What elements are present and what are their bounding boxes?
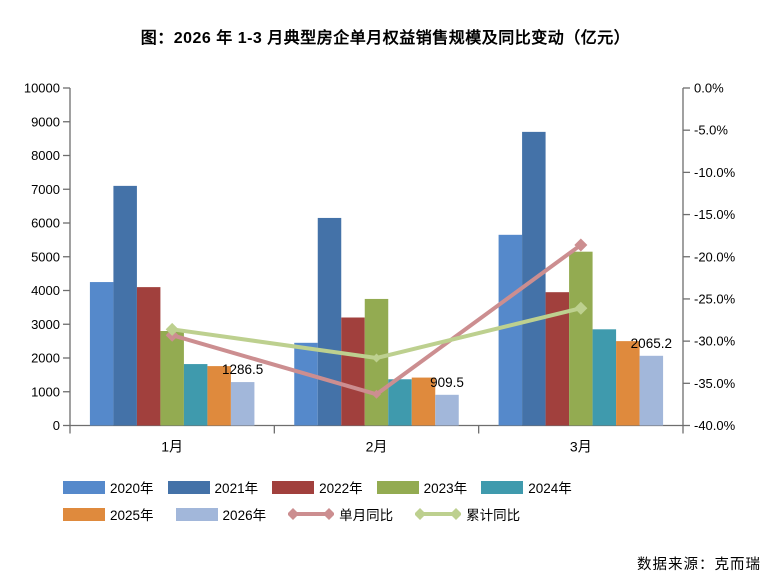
legend-swatch [63, 480, 105, 494]
bar-data-label: 909.5 [430, 375, 464, 390]
bar-2026年-1月 [230, 382, 255, 426]
right-axis-tick-label: -15.0% [694, 207, 736, 222]
legend-row-1: 2020年 2021年 2022年 2023年 2024年 [63, 477, 572, 497]
legend-swatch [376, 480, 419, 494]
legend-swatch [63, 507, 105, 521]
legend-line-symbol [415, 508, 462, 520]
x-axis-category-label: 1月 [161, 439, 183, 455]
legend-label: 2026年 [222, 508, 267, 523]
legend-label: 2021年 [214, 481, 259, 496]
legend-label: 2022年 [319, 481, 363, 496]
x-axis-category-label: 3月 [570, 439, 592, 455]
line-marker-累计同比 [165, 322, 179, 336]
legend-swatch [175, 507, 218, 521]
left-axis-tick-label: 1000 [31, 384, 60, 399]
legend-swatch [167, 480, 210, 494]
legend-item-2026年: 2026年 [175, 504, 267, 524]
legend-label: 单月同比 [339, 508, 394, 523]
left-axis-tick-label: 10000 [24, 81, 60, 96]
bar-data-label: 1286.5 [222, 362, 263, 377]
right-axis-tick-label: -35.0% [694, 376, 736, 391]
left-axis-tick-label: 9000 [31, 114, 60, 129]
legend-label: 2024年 [528, 481, 572, 496]
line-marker-累计同比 [574, 301, 588, 315]
bar-2022年-3月 [545, 292, 570, 426]
bar-2024年-2月 [388, 379, 412, 426]
line-marker-累计同比 [372, 353, 381, 363]
legend-label: 累计同比 [466, 508, 521, 523]
legend-swatch [272, 480, 315, 494]
bar-2025年-2月 [411, 377, 436, 426]
bar-2021年-1月 [113, 185, 137, 426]
legend-row-2: 2025年 2026年 单月同比 累计同比 [63, 504, 520, 524]
bar-2026年-2月 [435, 394, 459, 426]
bar-2020年-3月 [498, 234, 523, 426]
bar-2023年-3月 [569, 251, 593, 426]
bar-2025年-3月 [616, 341, 640, 426]
bar-2021年-2月 [317, 217, 342, 426]
left-axis-tick-label: 6000 [31, 216, 60, 231]
bar-2020年-2月 [294, 342, 318, 426]
line-marker-单月同比 [372, 389, 381, 399]
bar-2022年-1月 [136, 287, 161, 426]
bar-2025年-1月 [207, 366, 231, 426]
right-axis-tick-label: -25.0% [694, 291, 736, 306]
left-axis-tick-label: 4000 [31, 283, 60, 298]
legend-item-2022年: 2022年 [272, 477, 363, 497]
data-source-caption: 数据来源：克而瑞 [637, 557, 761, 573]
bar-2023年-1月 [160, 331, 184, 426]
right-axis-tick-label: -10.0% [694, 165, 736, 180]
line-marker-单月同比 [574, 238, 588, 252]
legend-line-symbol [288, 508, 335, 520]
bar-data-label: 2065.2 [631, 336, 672, 351]
left-axis-tick-label: 0 [53, 418, 60, 433]
right-axis-tick-label: -40.0% [694, 418, 736, 433]
bar-2020年-1月 [89, 282, 114, 426]
right-axis-tick-label: -5.0% [694, 123, 728, 138]
legend-item-2025年: 2025年 [63, 504, 154, 524]
legend-item-2024年: 2024年 [481, 477, 572, 497]
right-axis-tick-label: 0.0% [694, 81, 724, 96]
legend-item-2020年: 2020年 [63, 477, 154, 497]
legend-label: 2025年 [110, 508, 154, 523]
x-axis-category-label: 2月 [366, 439, 388, 455]
left-axis-tick-label: 3000 [31, 317, 60, 332]
chart-title: 图：2026 年 1-3 月典型房企单月权益销售规模及同比变动（亿元） [140, 30, 631, 47]
left-axis-tick-label: 2000 [31, 351, 60, 366]
bar-2024年-3月 [592, 329, 617, 426]
combo-chart: 0 1000 2000 3000 4000 5000 6000 7000 8000 9000 100… [24, 81, 736, 455]
bar-2026年-3月 [639, 355, 664, 426]
legend-item-2021年: 2021年 [167, 477, 259, 497]
legend-label: 2023年 [423, 481, 468, 496]
legend-item-2023年: 2023年 [376, 477, 468, 497]
bar-2022年-2月 [341, 317, 365, 426]
bar-2024年-1月 [183, 364, 208, 426]
legend-item-累计同比: 累计同比 [415, 504, 520, 524]
right-axis-tick-label: -20.0% [694, 249, 736, 264]
left-axis-tick-label: 5000 [31, 249, 60, 264]
legend-label: 2020年 [110, 481, 154, 496]
legend-item-单月同比: 单月同比 [288, 504, 393, 524]
left-axis-tick-label: 8000 [31, 148, 60, 163]
left-axis-tick-label: 7000 [31, 182, 60, 197]
right-axis-tick-label: -30.0% [694, 334, 736, 349]
legend-swatch [481, 480, 524, 494]
